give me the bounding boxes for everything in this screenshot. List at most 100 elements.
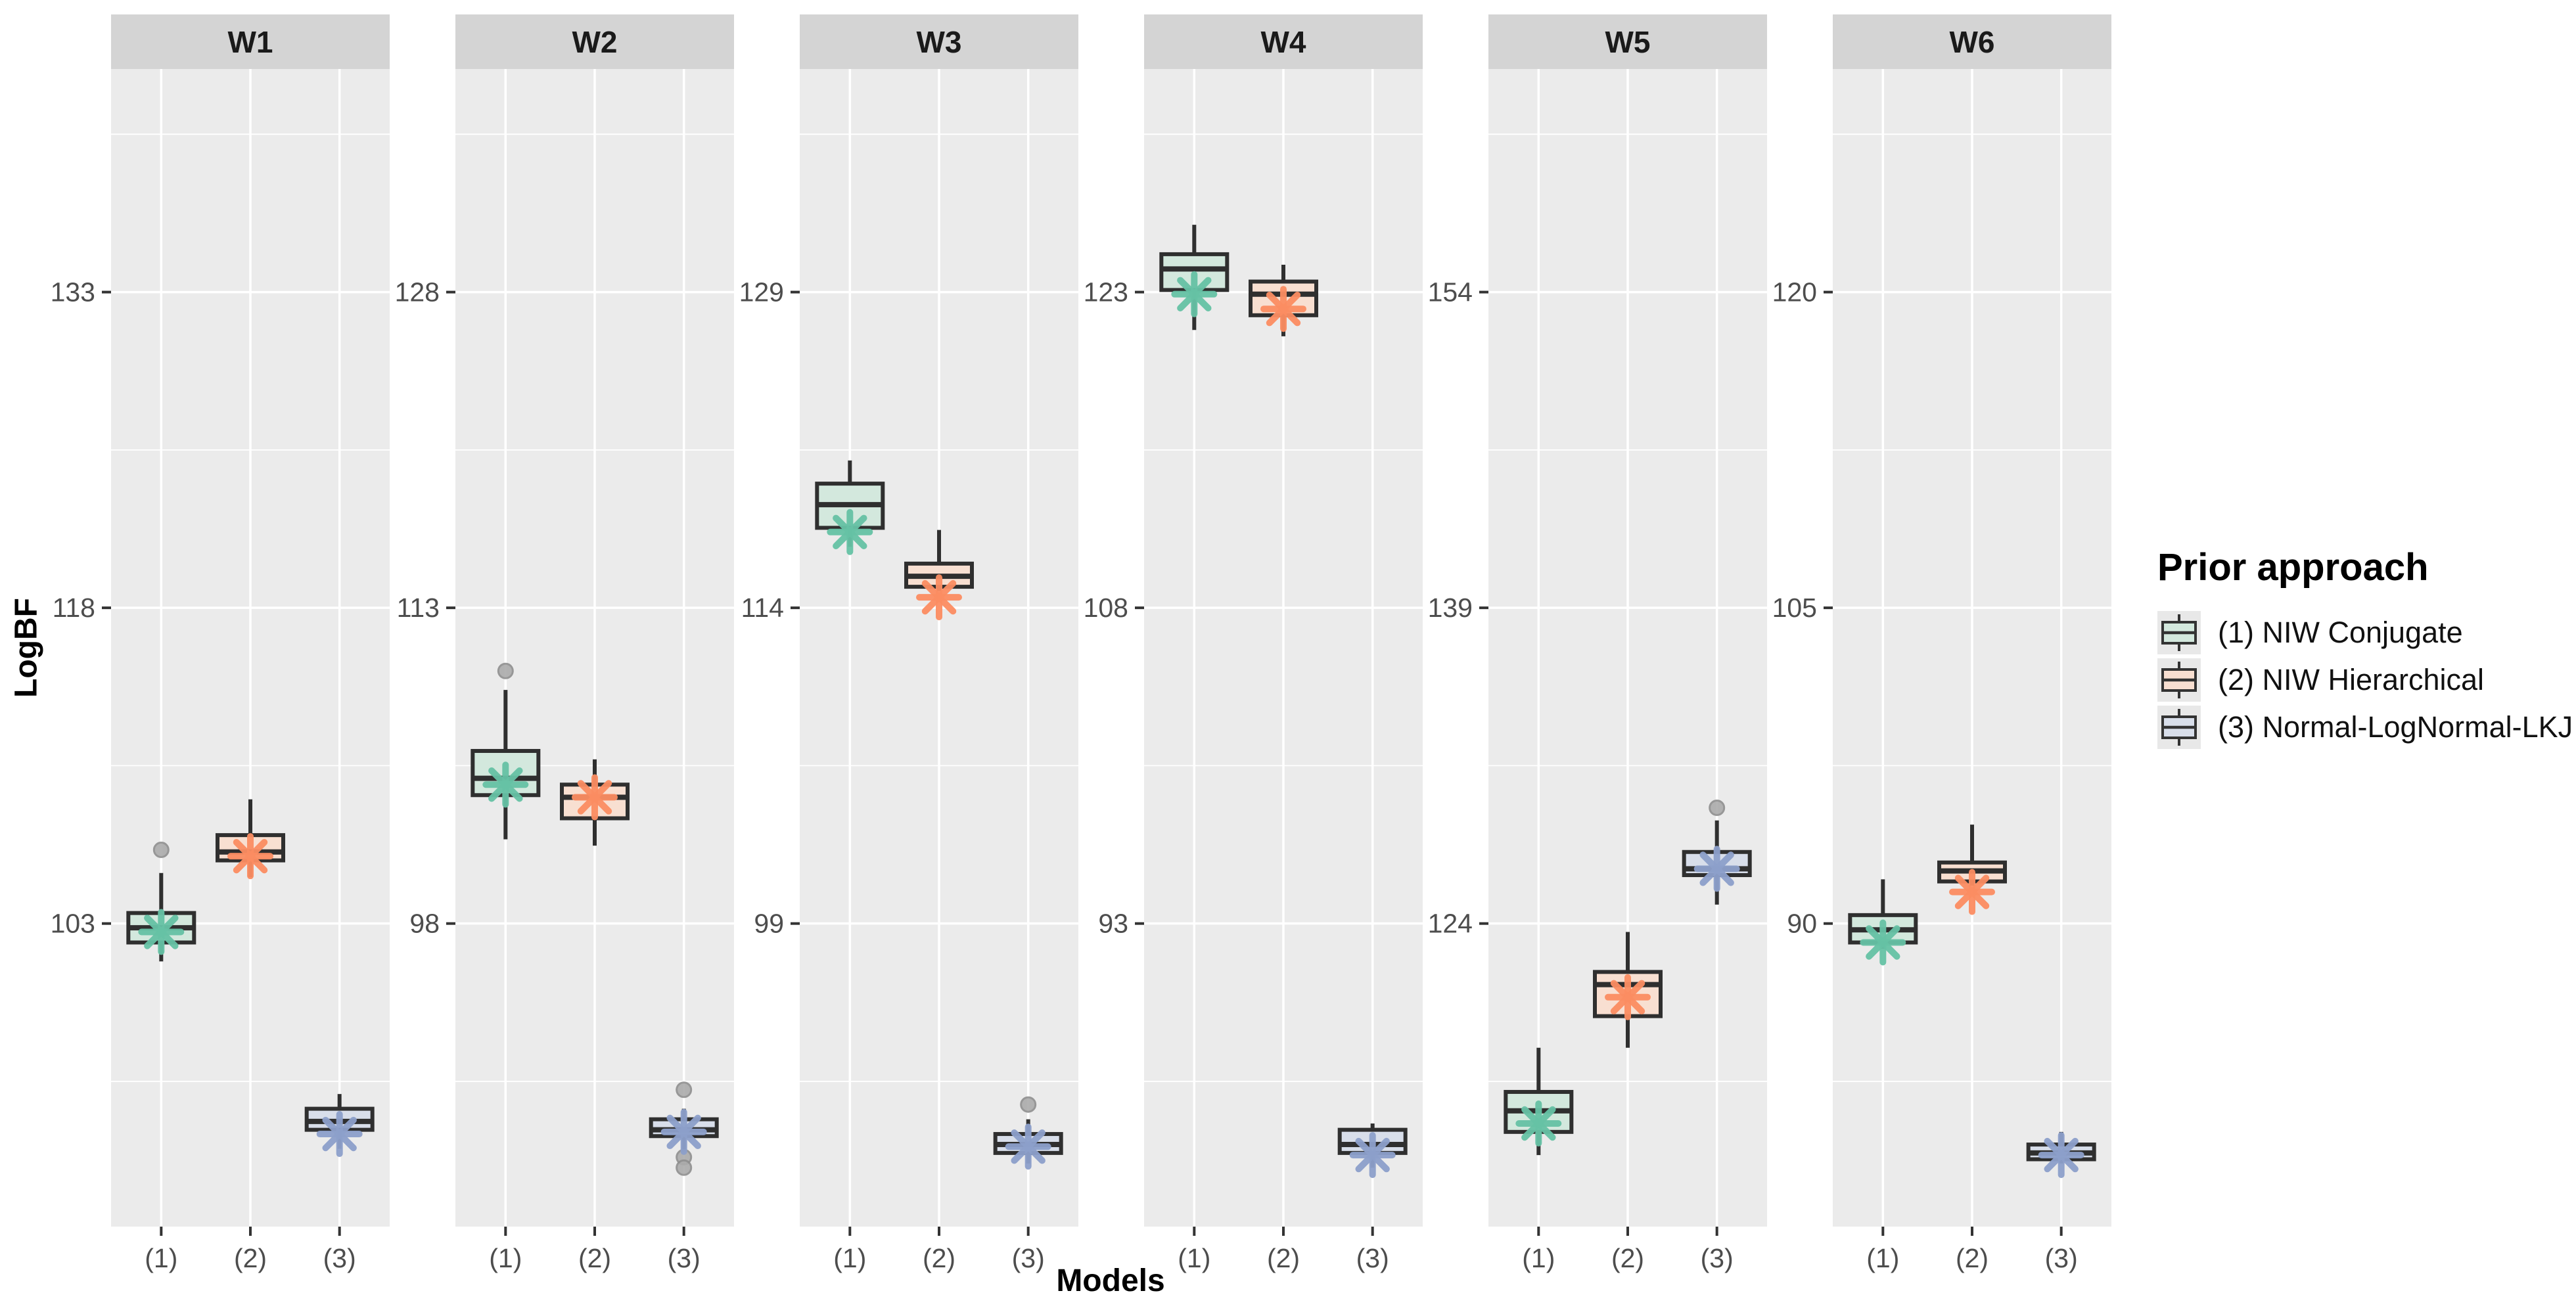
outlier-point	[676, 1081, 693, 1099]
star-marker	[227, 833, 273, 880]
star-marker	[138, 909, 185, 955]
boxplot-W6-(2)	[1937, 825, 2007, 915]
y-tick-label: 98	[409, 909, 440, 939]
legend-key-boxplot-icon	[2157, 706, 2201, 749]
star-marker	[660, 1108, 707, 1155]
outlier-point	[152, 842, 170, 859]
facet-strip-label: W5	[1488, 14, 1767, 69]
facet-strip-label: W2	[455, 14, 734, 69]
y-tick-label: 139	[1428, 593, 1473, 623]
facet-W2: W2 128 113 98 (1) (2) (3)	[390, 0, 734, 1314]
y-tick-label: 113	[397, 593, 440, 623]
x-tick-label: (3)	[1356, 1243, 1389, 1273]
y-tick-label: 114	[741, 593, 784, 623]
y-tick-label: 120	[1772, 277, 1817, 307]
legend-key-glyph	[2161, 662, 2197, 698]
x-tick-label: (3)	[2045, 1243, 2078, 1273]
facet-W6: W6 120 105 90 (1) (2) (3)	[1767, 0, 2111, 1314]
star-stroke	[1699, 851, 1734, 886]
star-marker	[572, 774, 618, 821]
y-tick-label: 99	[754, 909, 784, 939]
x-tick-label: (2)	[1267, 1243, 1300, 1273]
star-stroke	[1521, 1106, 1556, 1141]
star-stroke	[1011, 1129, 1046, 1164]
star-marker	[1605, 974, 1651, 1020]
star-stroke	[833, 514, 867, 550]
star-stroke	[666, 1114, 701, 1150]
outlier-point	[497, 662, 514, 679]
facet-strip-label: W6	[1833, 14, 2111, 69]
x-tick-label: (1)	[1178, 1243, 1210, 1273]
boxplot-W4-(3)	[1337, 1123, 1408, 1179]
legend-item: (2) NIW Hierarchical	[2157, 656, 2576, 704]
legend-title: Prior approach	[2157, 546, 2429, 589]
star-marker	[916, 574, 962, 621]
y-tick-label: 124	[1428, 909, 1473, 939]
y-tick-label: 128	[395, 277, 440, 307]
star-marker	[1515, 1100, 1562, 1147]
x-tick-label: (1)	[833, 1243, 866, 1273]
y-tick-label: 154	[1428, 277, 1473, 307]
facet-panel-W4: 123 108 93 (1) (2) (3)	[1084, 69, 1423, 1273]
facet-strip-label: W4	[1144, 14, 1423, 69]
x-axis-title: Models	[1056, 1263, 1165, 1298]
boxplot-W3-(3)	[993, 1096, 1063, 1170]
star-marker	[1949, 869, 1995, 915]
facet-panel-W2: 128 113 98 (1) (2) (3)	[395, 69, 734, 1273]
star-stroke	[577, 780, 612, 815]
x-tick-label: (1)	[489, 1243, 522, 1273]
boxplot-W2-(3)	[649, 1081, 719, 1176]
star-marker	[482, 761, 529, 808]
y-tick-label: 129	[739, 277, 784, 307]
boxplot-W2-(2)	[560, 759, 630, 846]
star-marker	[1693, 846, 1740, 892]
star-marker	[827, 509, 873, 555]
facet-strip-label: W1	[111, 14, 390, 69]
boxplot-W3-(2)	[904, 530, 974, 621]
legend-key-glyph	[2161, 614, 2197, 651]
star-marker	[1005, 1123, 1051, 1170]
facet-panel-W3: 129 114 99 (1) (2) (3)	[739, 69, 1078, 1273]
y-tick-label: 118	[53, 593, 95, 623]
star-stroke	[488, 767, 523, 802]
star-stroke	[1954, 874, 1990, 909]
x-tick-label: (2)	[923, 1243, 955, 1273]
star-stroke	[144, 915, 179, 949]
x-tick-label: (3)	[1701, 1243, 1734, 1273]
y-tick-label: 93	[1098, 909, 1128, 939]
y-tick-label: 133	[51, 277, 95, 307]
x-tick-label: (2)	[1611, 1243, 1644, 1273]
star-stroke	[1266, 292, 1301, 327]
y-tick-label: 103	[51, 909, 95, 939]
boxplot-W5-(3)	[1682, 799, 1752, 905]
star-stroke	[1866, 925, 1900, 960]
boxplot-W5-(1)	[1504, 1047, 1574, 1156]
x-tick-label: (2)	[234, 1243, 267, 1273]
y-tick-label: 105	[1772, 593, 1817, 623]
boxplot-W4-(1)	[1159, 225, 1230, 330]
boxplot-W6-(3)	[2026, 1131, 2096, 1179]
legend-key-glyph	[2161, 709, 2197, 746]
boxplot-W3-(1)	[815, 460, 885, 555]
star-marker	[1349, 1132, 1396, 1179]
legend-items: (1) NIW Conjugate (2) NIW Hierarchical (3)…	[2157, 609, 2576, 751]
facet-W4: W4 123 108 93 (1) (2) (3)	[1078, 0, 1423, 1314]
boxplot-W1-(1)	[126, 842, 196, 962]
star-stroke	[1355, 1137, 1390, 1173]
boxplot-W2-(1)	[471, 662, 541, 840]
x-tick-label: (1)	[145, 1243, 177, 1273]
boxplot-W1-(3)	[304, 1094, 375, 1158]
star-marker	[1860, 919, 1906, 966]
y-tick-label: 123	[1084, 277, 1128, 307]
facet-strip-label: W3	[800, 14, 1078, 69]
legend-item-label: (2) NIW Hierarchical	[2218, 663, 2485, 696]
star-marker	[1171, 271, 1218, 317]
x-tick-label: (2)	[1956, 1243, 1989, 1273]
outlier-point	[676, 1159, 693, 1176]
x-tick-label: (1)	[1866, 1243, 1899, 1273]
facet-panel-W1: 133 118 103 (1) (2) (3)	[51, 69, 390, 1273]
facet-W3: W3 129 114 99 (1) (2) (3)	[734, 0, 1078, 1314]
star-stroke	[322, 1116, 357, 1152]
